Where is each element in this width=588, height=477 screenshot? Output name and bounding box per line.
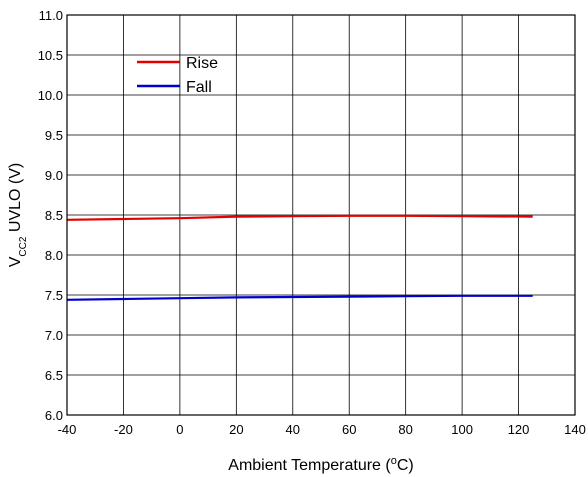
x-tick-label: 60 <box>342 422 356 437</box>
x-tick-label: 120 <box>508 422 530 437</box>
series-lines <box>66 214 533 301</box>
x-tick-label: 20 <box>229 422 243 437</box>
series-line-fall <box>66 294 533 301</box>
x-tick-label: -20 <box>114 422 133 437</box>
y-axis-title-suffix: UVLO (V) <box>7 163 24 237</box>
x-axis-title-suffix: C) <box>397 457 414 474</box>
series-line-rise <box>66 214 533 221</box>
y-tick-label: 9.0 <box>45 168 63 183</box>
y-axis-title-prefix: V <box>7 256 24 267</box>
x-tick-label: 140 <box>564 422 586 437</box>
legend-label-rise: Rise <box>186 55 218 72</box>
x-tick-label: 100 <box>451 422 473 437</box>
plot-frame <box>66 14 576 416</box>
x-axis-title-prefix: Ambient Temperature ( <box>228 457 391 474</box>
y-axis-title-subscript: CC2 <box>18 236 29 256</box>
y-axis-title: VCC2 UVLO (V) <box>7 163 29 267</box>
x-tick-label: 80 <box>398 422 412 437</box>
x-axis-title-superscript: o <box>391 455 397 467</box>
y-tick-label: 7.5 <box>45 288 63 303</box>
y-tick-label: 6.0 <box>45 408 63 423</box>
y-tick-label: 7.0 <box>45 328 63 343</box>
x-tick-label: 40 <box>286 422 300 437</box>
y-tick-label: 8.5 <box>45 208 63 223</box>
x-tick-label: 0 <box>176 422 183 437</box>
x-axis-title: Ambient Temperature (oC) <box>228 455 413 474</box>
x-tick-label: -40 <box>58 422 77 437</box>
legend: Rise Fall <box>137 55 218 96</box>
y-tick-label: 10.0 <box>38 88 63 103</box>
y-tick-label: 11.0 <box>39 8 63 23</box>
tick-labels: -40 -20 0 20 40 60 80 100 120 140 6.0 6.5 7.0 7.5 8.0 8… <box>38 8 586 437</box>
y-tick-label: 6.5 <box>45 368 63 383</box>
y-tick-label: 9.5 <box>45 128 63 143</box>
y-tick-label: 10.5 <box>38 48 63 63</box>
y-tick-label: 8.0 <box>45 248 63 263</box>
legend-label-fall: Fall <box>186 79 212 96</box>
